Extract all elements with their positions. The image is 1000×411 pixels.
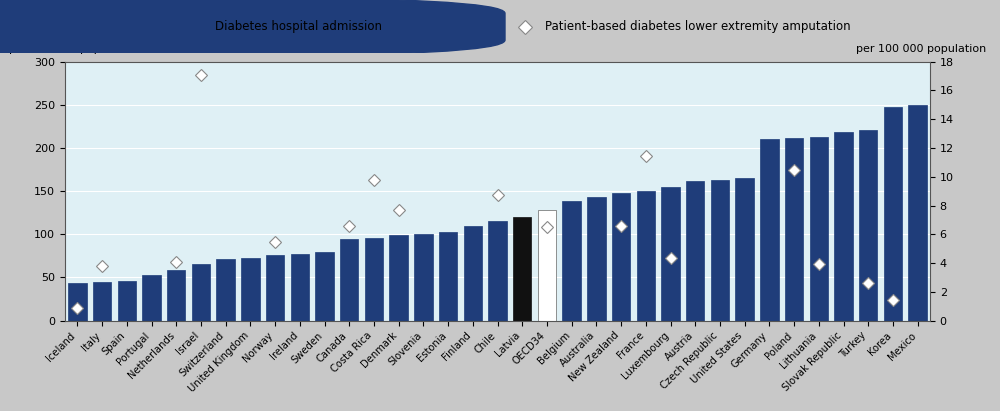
- Bar: [192, 265, 210, 321]
- Bar: [735, 178, 754, 321]
- Bar: [760, 139, 779, 321]
- Bar: [93, 282, 111, 321]
- FancyBboxPatch shape: [0, 0, 505, 56]
- Bar: [118, 281, 136, 321]
- Bar: [266, 255, 284, 321]
- Bar: [637, 191, 655, 321]
- Bar: [810, 137, 828, 321]
- Bar: [587, 197, 606, 321]
- Bar: [859, 130, 877, 321]
- Text: Diabetes hospital admission: Diabetes hospital admission: [215, 20, 382, 33]
- Bar: [241, 258, 260, 321]
- Bar: [884, 106, 902, 321]
- Bar: [340, 238, 358, 321]
- Bar: [562, 201, 581, 321]
- Bar: [661, 187, 680, 321]
- Bar: [908, 105, 927, 321]
- Bar: [686, 181, 704, 321]
- Bar: [315, 252, 334, 321]
- Bar: [365, 238, 383, 321]
- Bar: [711, 180, 729, 321]
- Bar: [439, 232, 457, 321]
- Bar: [513, 217, 531, 321]
- Bar: [488, 221, 507, 321]
- Bar: [291, 254, 309, 321]
- Bar: [216, 259, 235, 321]
- Bar: [538, 210, 556, 321]
- Bar: [142, 275, 161, 321]
- Bar: [785, 139, 803, 321]
- Text: per 100 000 population: per 100 000 population: [9, 44, 139, 54]
- Text: Patient-based diabetes lower extremity amputation: Patient-based diabetes lower extremity a…: [545, 20, 851, 33]
- Bar: [414, 234, 433, 321]
- Bar: [834, 132, 853, 321]
- Bar: [389, 235, 408, 321]
- Bar: [464, 226, 482, 321]
- Bar: [167, 270, 185, 321]
- Bar: [68, 284, 87, 321]
- Bar: [612, 193, 630, 321]
- Text: per 100 000 population: per 100 000 population: [856, 44, 986, 54]
